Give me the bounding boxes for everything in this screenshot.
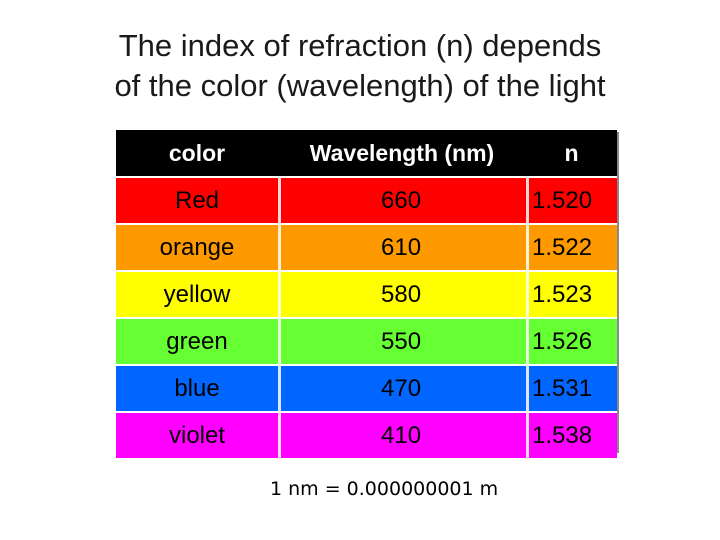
cell-n: 1.520 (526, 176, 617, 223)
cell-color: green (116, 317, 278, 364)
cell-wavelength: 580 (278, 270, 526, 317)
unit-footnote: 1 nm = 0.000000001 m (270, 478, 499, 500)
cell-n: 1.522 (526, 223, 617, 270)
table-row: orange 610 1.522 (116, 223, 617, 270)
cell-n: 1.526 (526, 317, 617, 364)
cell-wavelength: 660 (278, 176, 526, 223)
header-n: n (526, 130, 617, 176)
cell-wavelength: 410 (278, 411, 526, 458)
table-row: green 550 1.526 (116, 317, 617, 364)
title-line-1: The index of refraction (n) depends (118, 28, 602, 63)
cell-wavelength: 550 (278, 317, 526, 364)
cell-color: Red (116, 176, 278, 223)
cell-n: 1.538 (526, 411, 617, 458)
table-row: yellow 580 1.523 (116, 270, 617, 317)
table-row: Red 660 1.520 (116, 176, 617, 223)
cell-color: orange (116, 223, 278, 270)
header-wavelength: Wavelength (nm) (278, 130, 526, 176)
cell-color: blue (116, 364, 278, 411)
table-row: violet 410 1.538 (116, 411, 617, 458)
refraction-table: color Wavelength (nm) n Red 660 1.520 or… (116, 130, 617, 458)
table-header-row: color Wavelength (nm) n (116, 130, 617, 176)
cell-wavelength: 610 (278, 223, 526, 270)
cell-n: 1.523 (526, 270, 617, 317)
cell-color: yellow (116, 270, 278, 317)
header-color: color (116, 130, 278, 176)
title-line-2: of the color (wavelength) of the light (114, 68, 606, 103)
cell-wavelength: 470 (278, 364, 526, 411)
cell-color: violet (116, 411, 278, 458)
cell-n: 1.531 (526, 364, 617, 411)
page-title: The index of refraction (n) depends of t… (0, 26, 720, 106)
table-row: blue 470 1.531 (116, 364, 617, 411)
